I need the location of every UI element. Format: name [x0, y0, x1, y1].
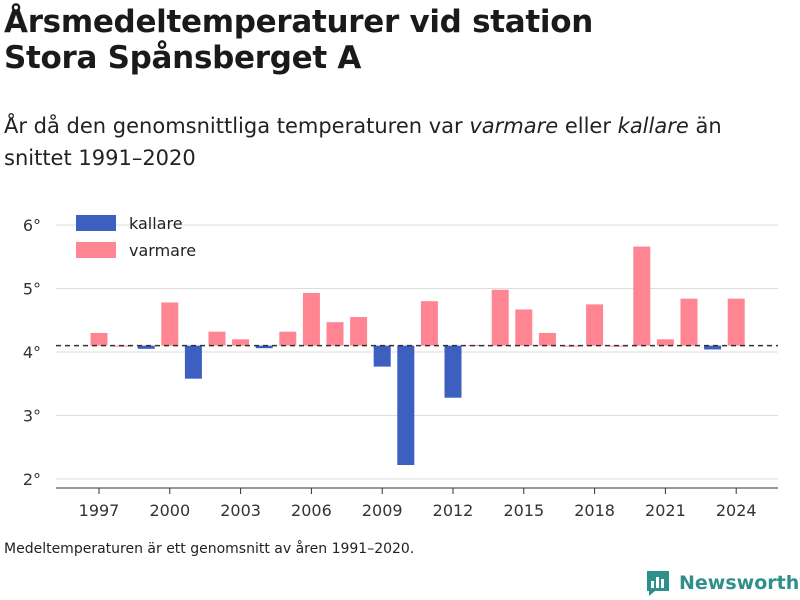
chart-subtitle: År då den genomsnittliga temperaturen va…: [4, 110, 784, 174]
y-tick-label: 5°: [23, 280, 41, 299]
x-tick-label: 2009: [362, 501, 403, 520]
legend-swatch-varmare: [76, 242, 116, 258]
bar-2004: [255, 345, 273, 349]
footnote: Medeltemperaturen är ett genomsnitt av å…: [4, 541, 415, 557]
x-tick-label: 2021: [645, 501, 686, 520]
brand-name: Newsworthy: [679, 572, 800, 594]
y-tick-label: 3°: [23, 407, 41, 426]
bar-2022: [680, 298, 698, 346]
x-tick-label: 2003: [220, 501, 261, 520]
x-tick-label: 2018: [574, 501, 615, 520]
bar-2006: [302, 292, 320, 346]
bar-2020: [633, 246, 651, 346]
bar-1997: [90, 332, 108, 346]
bar-2005: [279, 331, 297, 346]
bar-2001: [184, 345, 202, 379]
x-tick-label: 2024: [716, 501, 757, 520]
y-tick-label: 2°: [23, 470, 41, 489]
bar-2000: [161, 302, 179, 346]
bar-1999: [137, 345, 155, 349]
newsworthy-logo-icon: [647, 571, 669, 596]
bar-2024: [727, 298, 745, 346]
bar-2011: [420, 301, 438, 346]
chart-title-line-1: Årsmedeltemperaturer vid station: [4, 4, 593, 40]
x-tick-label: 2012: [433, 501, 474, 520]
bar-2007: [326, 322, 344, 346]
bar-2016: [538, 332, 556, 346]
bar-2009: [373, 345, 391, 367]
legend-swatch-kallare: [76, 215, 116, 231]
x-tick-label: 2006: [291, 501, 332, 520]
x-tick-label: 1997: [79, 501, 120, 520]
bar-2008: [350, 317, 368, 346]
bar-2018: [586, 304, 604, 346]
x-tick-label: 2000: [149, 501, 190, 520]
chart-title: Årsmedeltemperaturer vid station Stora S…: [4, 4, 784, 76]
bar-2015: [515, 309, 533, 346]
y-tick-label: 6°: [23, 216, 41, 235]
subtitle-text-2: eller: [558, 114, 618, 138]
bar-2012: [444, 345, 462, 398]
legend-label-varmare: varmare: [129, 241, 196, 260]
bar-2010: [397, 345, 415, 466]
bar-2014: [491, 289, 509, 346]
subtitle-cold-word: kallare: [617, 114, 689, 138]
bar-2023: [704, 345, 722, 350]
temperature-bar-chart: 2° 3° 4° 5° 6° 1997 2000 2003 2006 2009 2012 2015 20…: [23, 214, 778, 520]
bar-2013: [468, 345, 486, 347]
subtitle-text-3: än snittet 1991–2020: [4, 114, 722, 170]
subtitle-text-1: År då den genomsnittliga temperaturen va…: [4, 114, 470, 138]
bar-2003: [232, 339, 250, 346]
legend-label-kallare: kallare: [129, 214, 183, 233]
chart-title-line-2: Stora Spånsberget A: [4, 40, 362, 76]
bar-2002: [208, 331, 226, 346]
brand-logo: Newsworthy: [645, 568, 800, 598]
x-tick-label: 2015: [503, 501, 544, 520]
bar-2021: [656, 339, 674, 346]
subtitle-warm-word: varmare: [469, 114, 559, 138]
y-tick-label: 4°: [23, 343, 41, 362]
